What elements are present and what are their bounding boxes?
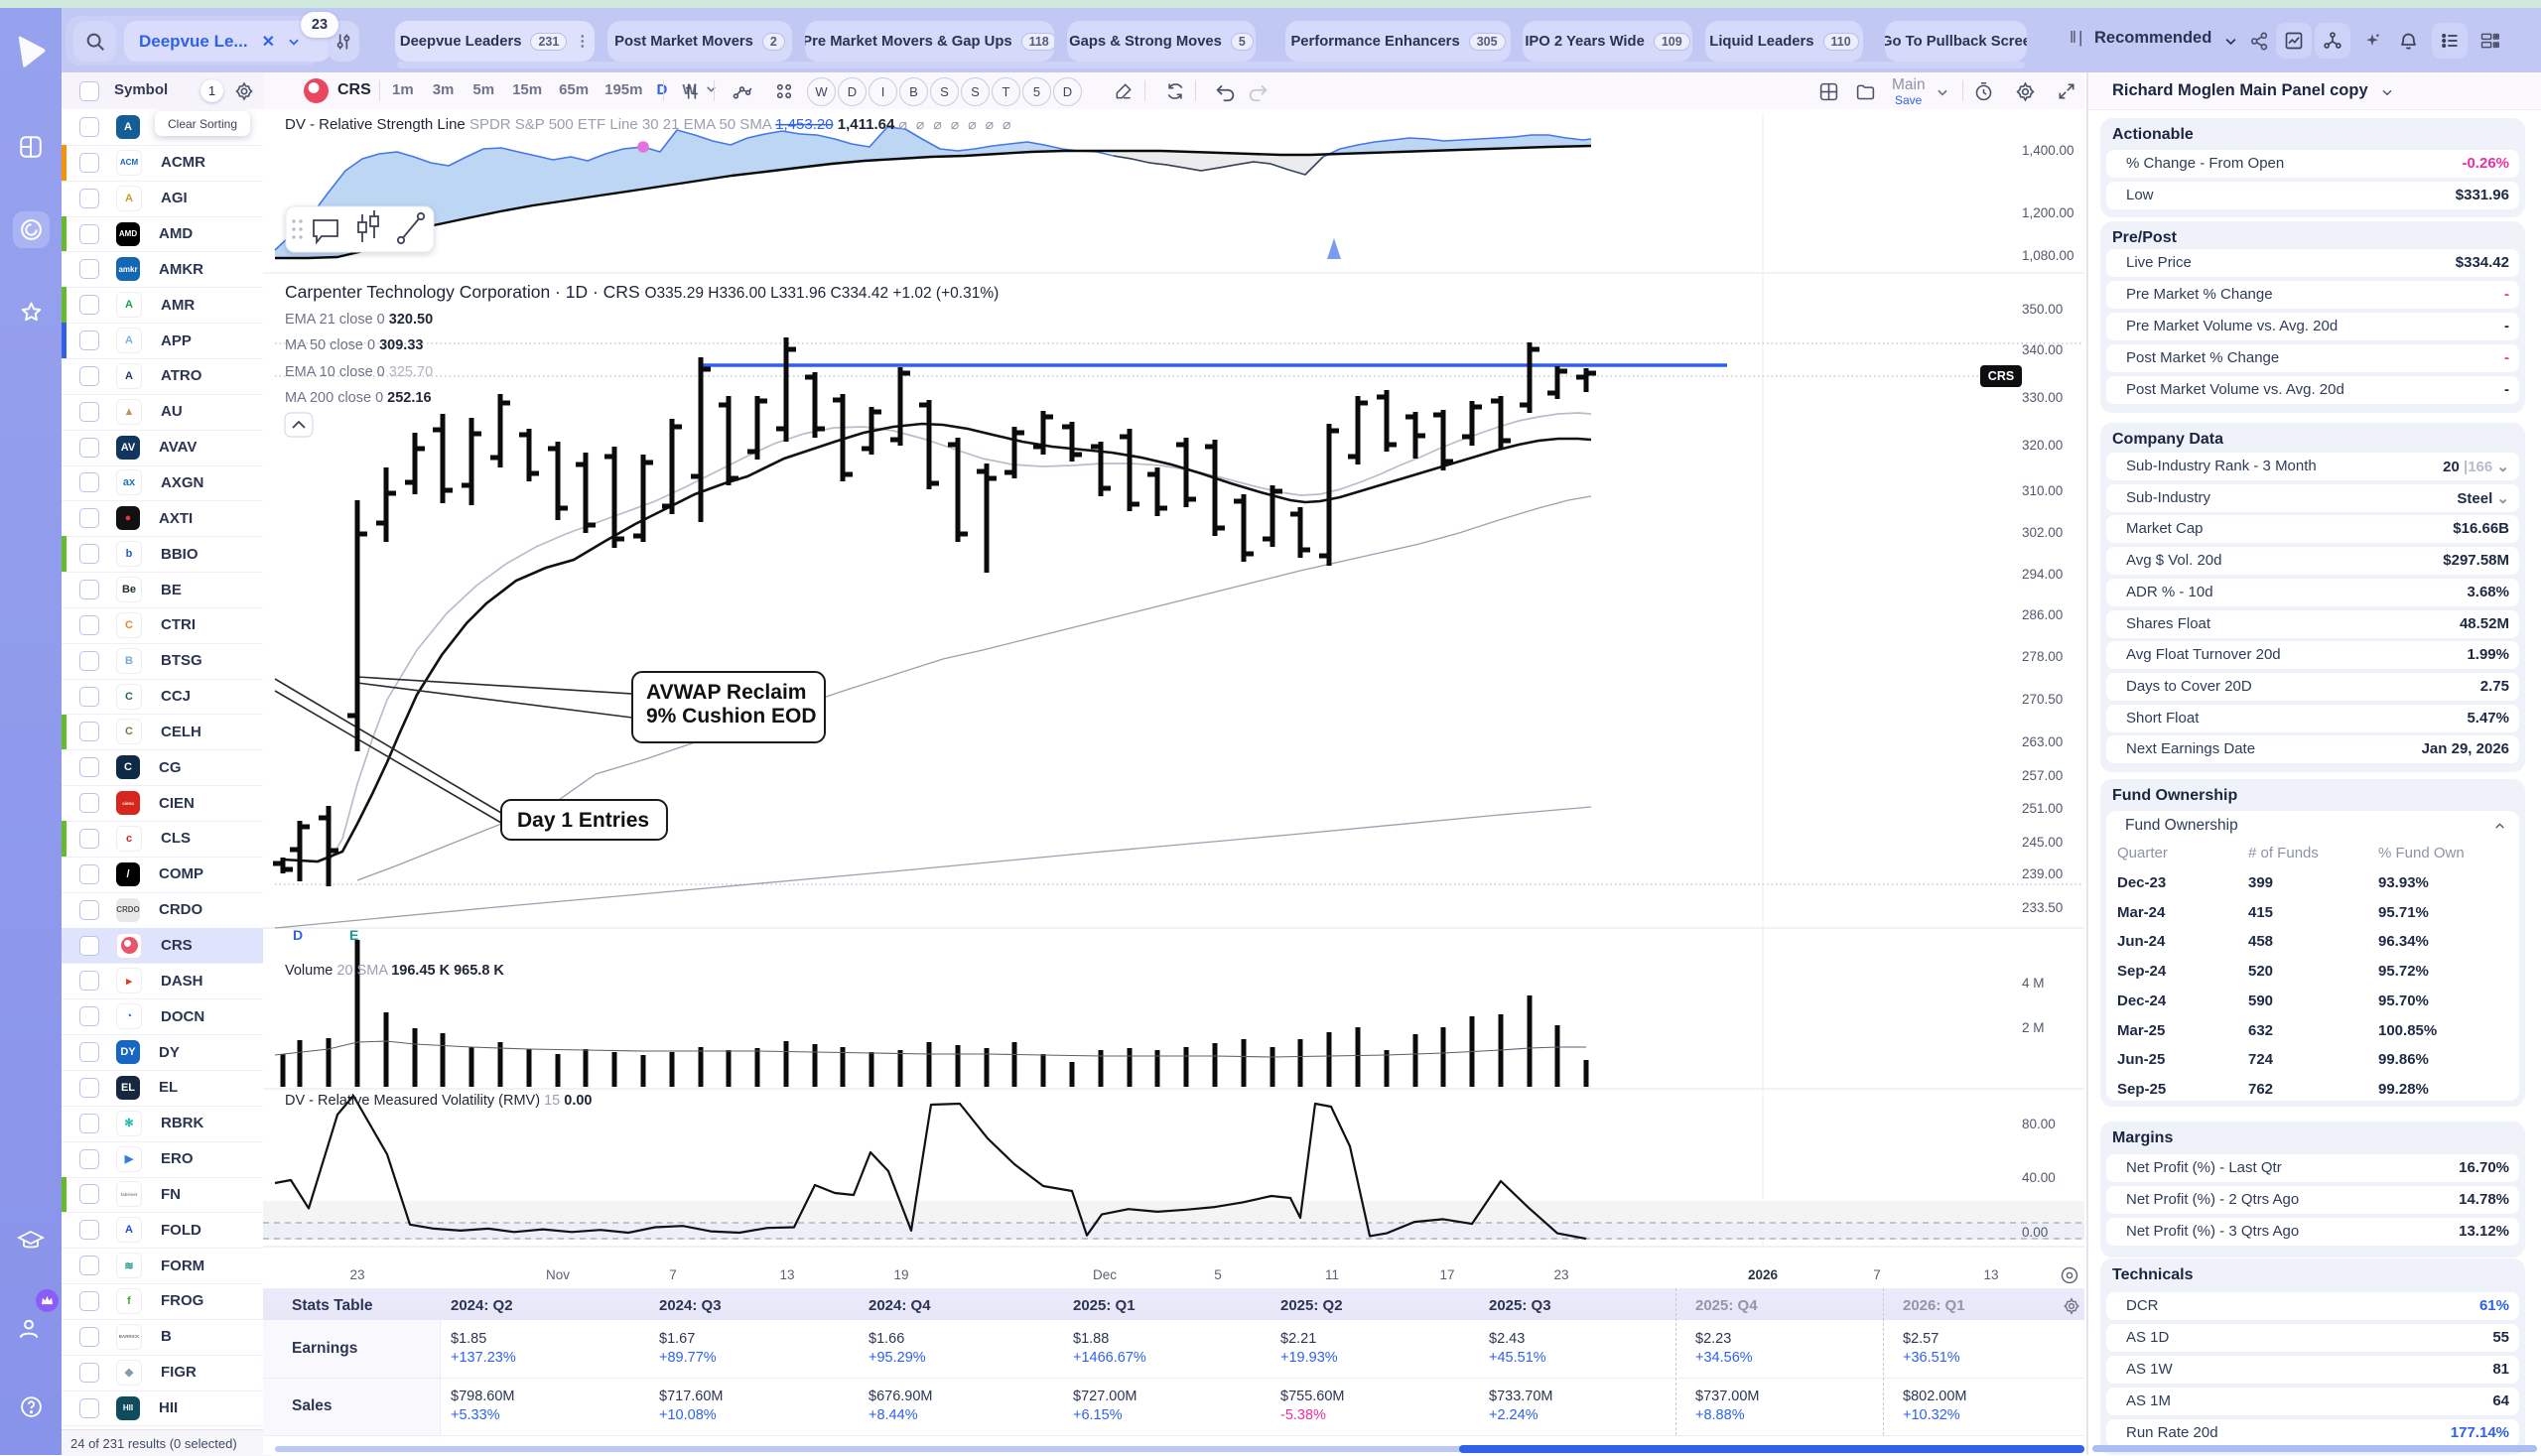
svg-text:23: 23 [1553,1267,1568,1282]
svg-text:9% Cushion EOD: 9% Cushion EOD [646,705,817,728]
svg-text:1,080.00: 1,080.00 [2022,248,2074,263]
svg-text:13: 13 [1983,1267,1998,1282]
svg-text:CRS: CRS [1988,369,2014,383]
svg-text:286.00: 286.00 [2022,607,2063,622]
svg-text:DV - Relative Measured Volatil: DV - Relative Measured Volatility (RMV) … [285,1093,592,1109]
svg-text:278.00: 278.00 [2022,649,2063,664]
svg-text:245.00: 245.00 [2022,835,2063,850]
svg-text:4 M: 4 M [2022,976,2045,991]
svg-text:251.00: 251.00 [2022,801,2063,816]
svg-text:2026: 2026 [1748,1267,1779,1282]
svg-text:7: 7 [669,1267,677,1282]
svg-text:340.00: 340.00 [2022,342,2063,357]
svg-text:40.00: 40.00 [2022,1170,2056,1185]
svg-text:Dec: Dec [1093,1267,1117,1282]
svg-text:294.00: 294.00 [2022,567,2063,582]
svg-text:11: 11 [1325,1267,1339,1282]
svg-text:EMA 10 close 0 325.70: EMA 10 close 0 325.70 [285,364,433,380]
svg-text:Volume 20 SMA 196.45 K 965.8: Volume 20 SMA 196.45 K 965.8 K [285,963,504,979]
svg-text:239.00: 239.00 [2022,866,2063,881]
svg-text:1,200.00: 1,200.00 [2022,205,2074,220]
svg-text:2 M: 2 M [2022,1020,2045,1035]
svg-text:DV - Relative Strength Line SP: DV - Relative Strength Line SPDR S&P 500… [285,116,1019,133]
svg-text:80.00: 80.00 [2022,1117,2056,1131]
svg-text:330.00: 330.00 [2022,390,2063,405]
svg-text:E: E [349,927,358,943]
svg-text:AVWAP Reclaim: AVWAP Reclaim [646,681,806,704]
svg-text:13: 13 [779,1267,794,1282]
svg-text:310.00: 310.00 [2022,483,2063,498]
svg-text:270.50: 270.50 [2022,692,2063,707]
svg-text:233.50: 233.50 [2022,900,2063,915]
svg-text:7: 7 [1873,1267,1881,1282]
svg-text:17: 17 [1439,1267,1454,1282]
svg-text:0.00: 0.00 [2022,1225,2048,1240]
svg-text:257.00: 257.00 [2022,768,2063,783]
svg-text:23: 23 [349,1267,364,1282]
svg-text:1,400.00: 1,400.00 [2022,143,2074,158]
svg-text:19: 19 [893,1267,908,1282]
svg-text:Day 1 Entries: Day 1 Entries [517,809,649,832]
svg-text:302.00: 302.00 [2022,525,2063,540]
svg-text:D: D [293,927,303,943]
svg-text:263.00: 263.00 [2022,734,2063,749]
svg-text:350.00: 350.00 [2022,302,2063,317]
svg-text:MA 50 close 0 309.33: MA 50 close 0 309.33 [285,337,423,353]
svg-text:Nov: Nov [546,1267,570,1282]
svg-text:MA 200 close 0 252.16: MA 200 close 0 252.16 [285,390,432,406]
svg-text:EMA 21 close 0 320.50: EMA 21 close 0 320.50 [285,312,433,328]
svg-text:320.00: 320.00 [2022,438,2063,453]
svg-text:Carpenter Technology Corporati: Carpenter Technology Corporation · 1D · … [285,282,999,302]
svg-text:5: 5 [1214,1267,1222,1282]
